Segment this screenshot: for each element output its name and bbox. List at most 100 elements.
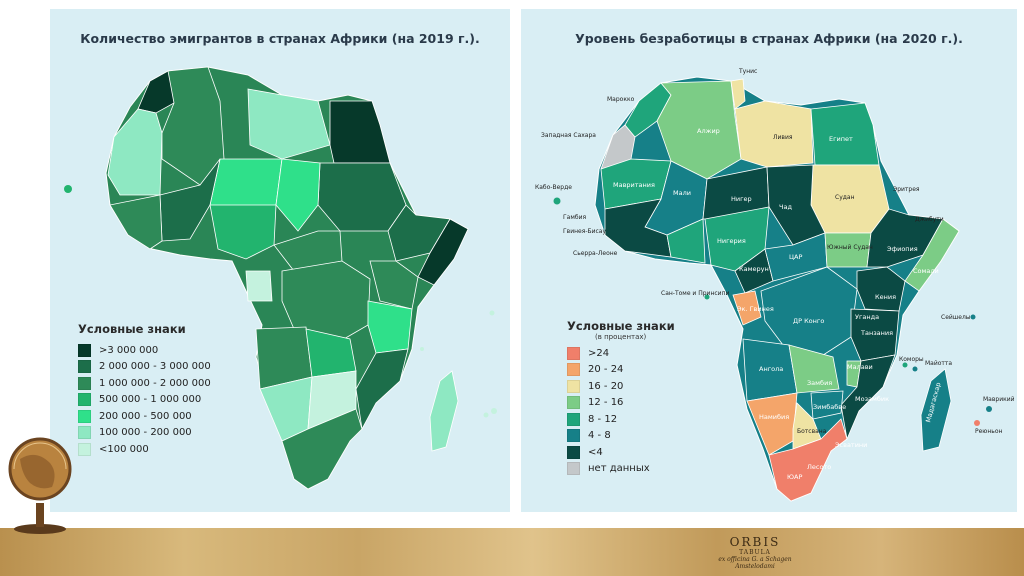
island-comoros bbox=[420, 347, 424, 351]
label-western-sahara: Западная Сахара bbox=[541, 132, 596, 139]
label-tunisia: Тунис bbox=[738, 68, 757, 75]
unemployment-legend-swatch bbox=[567, 379, 580, 393]
label-cabo-verde: Кабо-Верде bbox=[535, 184, 572, 191]
region-libya bbox=[247, 88, 331, 160]
island-seychelles-r bbox=[970, 314, 976, 320]
emigrants-legend-swatch bbox=[78, 376, 91, 390]
island-seychelles bbox=[489, 310, 495, 316]
emigrants-legend-label: 500 000 - 1 000 000 bbox=[99, 394, 202, 406]
label-ethiopia: Эфиопия bbox=[887, 245, 918, 253]
label-mauritania: Мавритания bbox=[613, 181, 655, 189]
label-gabon: Эк. Гвинея bbox=[737, 305, 774, 313]
region-south-africa bbox=[281, 408, 363, 490]
band-subtitle: TABULA bbox=[739, 549, 771, 556]
region-nigeria bbox=[209, 204, 277, 260]
label-seychelles: Сейшелы bbox=[941, 314, 971, 321]
island-cabo-verde-r bbox=[553, 197, 561, 205]
label-algeria: Алжир bbox=[697, 127, 720, 135]
label-egypt: Египет bbox=[829, 135, 853, 143]
region-south-africa-r bbox=[768, 418, 848, 502]
label-sierra-leone: Сьерра-Леоне bbox=[573, 250, 618, 257]
label-niger: Нигер bbox=[731, 195, 752, 203]
label-mauritius: Маврикий bbox=[983, 396, 1015, 403]
unemployment-legend-swatch bbox=[567, 363, 580, 377]
emigrants-legend-label: 1 000 000 - 2 000 000 bbox=[99, 377, 211, 389]
unemployment-legend-label: 20 - 24 bbox=[588, 364, 624, 376]
region-gabon bbox=[245, 270, 273, 302]
unemployment-legend-item: 16 - 20 bbox=[567, 378, 675, 395]
region-sudan bbox=[317, 162, 407, 232]
unemployment-legend-swatch bbox=[567, 462, 580, 476]
unemployment-map-title: Уровень безработицы в странах Африки (на… bbox=[575, 31, 963, 46]
unemployment-legend-label: нет данных bbox=[588, 463, 650, 475]
unemployment-legend-item: 8 - 12 bbox=[567, 411, 675, 428]
unemployment-legend-swatch bbox=[567, 412, 580, 426]
unemployment-map-panel: Уровень безработицы в странах Африки (на… bbox=[521, 9, 1017, 512]
unemployment-legend-swatch bbox=[567, 429, 580, 443]
emigrants-legend-label: <100 000 bbox=[99, 443, 149, 455]
region-libya-r bbox=[734, 100, 814, 168]
label-mali: Мали bbox=[673, 189, 691, 197]
label-tanzania: Танзания bbox=[860, 329, 893, 337]
emigrants-legend: Условные знаки >3 000 000 2 000 000 - 3 0… bbox=[78, 322, 211, 458]
label-uganda: Уганда bbox=[855, 313, 879, 321]
emigrants-map-title: Количество эмигрантов в странах Африки (… bbox=[80, 31, 480, 46]
unemployment-legend-item: 20 - 24 bbox=[567, 362, 675, 379]
emigrants-map bbox=[64, 66, 497, 490]
emigrants-legend-item: 100 000 - 200 000 bbox=[78, 425, 211, 442]
globe-icon bbox=[8, 437, 72, 534]
band-subtitle-2: ex officina G. a Schagen bbox=[718, 556, 792, 563]
emigrants-legend-label: 200 000 - 500 000 bbox=[99, 410, 192, 422]
region-kenya bbox=[369, 260, 419, 310]
emigrants-legend-swatch bbox=[78, 426, 91, 440]
label-mayotte: Майотта bbox=[925, 360, 952, 367]
emigrants-legend-item: 2 000 000 - 3 000 000 bbox=[78, 359, 211, 376]
emigrants-legend-item: 500 000 - 1 000 000 bbox=[78, 392, 211, 409]
label-south-sudan: Южный Судан bbox=[827, 244, 873, 251]
unemployment-legend-label: >24 bbox=[588, 347, 610, 359]
emigrants-legend-swatch bbox=[78, 409, 91, 423]
island-mauritius bbox=[491, 408, 497, 414]
unemployment-legend-item: 12 - 16 bbox=[567, 395, 675, 412]
decorative-map-band bbox=[0, 528, 1024, 576]
region-zambia-r bbox=[788, 344, 840, 394]
emigrants-legend-item: 200 000 - 500 000 bbox=[78, 408, 211, 425]
label-sudan: Судан bbox=[835, 194, 855, 201]
unemployment-legend: Условные знаки (в процентах) >24 20 - 24 1… bbox=[567, 319, 675, 477]
emigrants-legend-label: >3 000 000 bbox=[99, 344, 159, 356]
island-reunion bbox=[483, 412, 489, 418]
island-mauritius-r bbox=[986, 406, 992, 412]
region-somalia-r bbox=[904, 218, 960, 292]
label-cameroon: Камерун bbox=[739, 265, 769, 273]
unemployment-legend-swatch bbox=[567, 396, 580, 410]
region-egypt-r bbox=[810, 102, 880, 166]
label-malawi: Малави bbox=[847, 363, 873, 371]
label-gambia: Гамбия bbox=[563, 214, 586, 221]
region-egypt bbox=[329, 100, 391, 164]
unemployment-legend-swatch bbox=[567, 445, 580, 459]
label-eritrea: Эритрея bbox=[893, 186, 920, 193]
region-dr-congo-r bbox=[760, 266, 858, 360]
unemployment-legend-swatch bbox=[567, 346, 580, 360]
label-djibouti: Джибути bbox=[915, 216, 944, 223]
label-angola: Ангола bbox=[759, 365, 783, 373]
region-dr-congo bbox=[281, 260, 371, 348]
region-tunisia-r bbox=[730, 78, 746, 110]
region-gabon-r bbox=[732, 290, 762, 326]
band-subtitle-3: Amstelodami bbox=[735, 563, 775, 570]
unemployment-legend-label: 12 - 16 bbox=[588, 397, 624, 409]
unemployment-legend-item: нет данных bbox=[567, 461, 675, 478]
label-south-africa: ЮАР bbox=[787, 473, 802, 481]
emigrants-legend-swatch bbox=[78, 343, 91, 357]
region-burkina-r bbox=[666, 218, 706, 264]
emigrants-legend-label: 2 000 000 - 3 000 000 bbox=[99, 361, 211, 373]
label-botswana: Ботсвана bbox=[797, 428, 827, 435]
unemployment-legend-label: 16 - 20 bbox=[588, 380, 624, 392]
band-cartouche: ORBIS TABULA ex officina G. a Schagen Am… bbox=[700, 535, 810, 570]
island-cabo-verde bbox=[64, 185, 72, 193]
unemployment-legend-item: <4 bbox=[567, 444, 675, 461]
region-west-coast bbox=[109, 194, 163, 250]
unemployment-legend-label: <4 bbox=[588, 446, 603, 458]
label-mozambique: Мозамбик bbox=[855, 395, 889, 403]
label-dr-congo: ДР Конго bbox=[793, 317, 824, 325]
